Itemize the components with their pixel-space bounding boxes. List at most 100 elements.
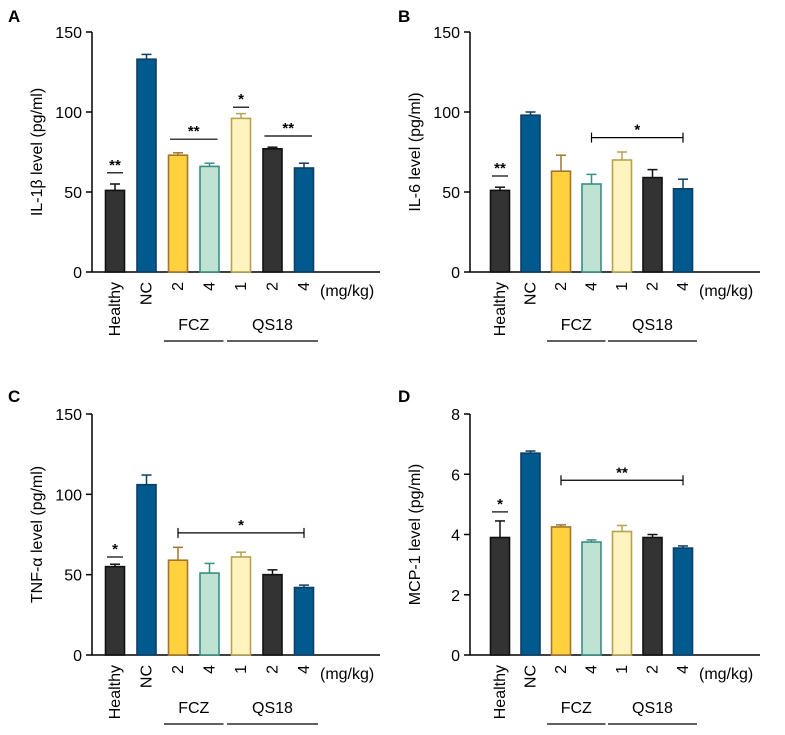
x-tick-label: 4 bbox=[584, 282, 601, 291]
panel-a: A 0 50 100 150 IL-1β level (pg/ml) Healthy NC 2 4… bbox=[8, 7, 380, 342]
x-tick-label: Healthy bbox=[107, 665, 124, 719]
bar bbox=[550, 170, 572, 273]
significance-label: * bbox=[634, 122, 640, 139]
bar bbox=[520, 114, 541, 273]
x-tick-label: NC bbox=[523, 282, 540, 305]
y-axis-label: IL-6 level (pg/ml) bbox=[407, 92, 424, 211]
bar bbox=[230, 556, 252, 656]
y-axis-label: IL-1β level (pg/ml) bbox=[29, 88, 46, 216]
unit-label: (mg/kg) bbox=[699, 666, 753, 683]
bar bbox=[199, 572, 220, 656]
y-tick-label: 0 bbox=[451, 265, 460, 282]
significance-label: ** bbox=[282, 120, 294, 137]
group-label: QS18 bbox=[252, 700, 293, 717]
y-tick-label: 4 bbox=[451, 528, 460, 545]
bar bbox=[672, 188, 694, 273]
bar bbox=[642, 176, 663, 273]
bar bbox=[293, 586, 315, 656]
panel-letter: C bbox=[8, 387, 20, 406]
significance-label: ** bbox=[616, 464, 628, 481]
panel-letter: B bbox=[398, 7, 410, 26]
significance-label: * bbox=[112, 541, 118, 558]
x-tick-label: 4 bbox=[675, 665, 692, 674]
x-tick-label: Healthy bbox=[492, 665, 509, 719]
x-tick-label: 2 bbox=[170, 665, 187, 674]
y-tick-label: 50 bbox=[64, 185, 82, 202]
x-tick-label: 1 bbox=[233, 665, 250, 674]
unit-label: (mg/kg) bbox=[320, 666, 374, 683]
x-tick-label: 2 bbox=[553, 282, 570, 291]
x-tick-label: 2 bbox=[645, 282, 662, 291]
x-tick-label: NC bbox=[139, 665, 156, 688]
bar bbox=[489, 189, 511, 273]
panel-c: C 0 50 100 150 TNF-α level (pg/ml) Healthy NC 2 4… bbox=[8, 387, 380, 725]
bar bbox=[611, 159, 633, 273]
significance-label: * bbox=[497, 496, 503, 513]
panel-letter: D bbox=[398, 387, 410, 406]
y-axis-label: MCP-1 level (pg/ml) bbox=[407, 464, 424, 605]
x-tick-label: 4 bbox=[202, 282, 219, 291]
bar bbox=[520, 452, 541, 656]
bar bbox=[293, 167, 315, 273]
bar bbox=[489, 536, 511, 656]
x-tick-label: 2 bbox=[645, 665, 662, 674]
group-label: QS18 bbox=[632, 700, 673, 717]
x-tick-label: NC bbox=[523, 665, 540, 688]
bar bbox=[672, 547, 694, 656]
bar bbox=[199, 165, 220, 273]
panel-letter: A bbox=[8, 7, 20, 26]
bar bbox=[167, 154, 189, 273]
y-tick-label: 100 bbox=[433, 105, 460, 122]
x-tick-label: 2 bbox=[553, 665, 570, 674]
x-tick-label: Healthy bbox=[492, 282, 509, 336]
x-tick-label: 2 bbox=[265, 665, 282, 674]
significance-label: ** bbox=[494, 160, 506, 177]
y-axis-label: TNF-α level (pg/ml) bbox=[29, 466, 46, 603]
group-label: QS18 bbox=[252, 317, 293, 334]
y-tick-label: 150 bbox=[433, 25, 460, 42]
y-tick-label: 0 bbox=[73, 265, 82, 282]
panel-d: D 0 2 4 6 8 MCP-1 level (pg/ml) Healthy NC 2 4 1 2 4 (… bbox=[398, 387, 760, 725]
bar bbox=[611, 530, 633, 656]
bar bbox=[262, 148, 283, 273]
y-tick-label: 8 bbox=[451, 407, 460, 424]
bar bbox=[262, 573, 283, 656]
significance-label: ** bbox=[188, 123, 200, 140]
y-tick-label: 6 bbox=[451, 467, 460, 484]
significance-label: ** bbox=[109, 157, 121, 174]
significance-label: * bbox=[238, 517, 244, 534]
group-label: FCZ bbox=[561, 700, 592, 717]
bar bbox=[104, 189, 126, 273]
bar bbox=[581, 183, 602, 273]
significance-label: * bbox=[238, 91, 244, 108]
group-label: FCZ bbox=[561, 317, 592, 334]
x-tick-label: 2 bbox=[265, 282, 282, 291]
x-tick-label: 4 bbox=[296, 282, 313, 291]
bar bbox=[581, 541, 602, 656]
bar bbox=[136, 58, 157, 273]
group-label: FCZ bbox=[178, 700, 209, 717]
y-tick-label: 50 bbox=[442, 185, 460, 202]
x-tick-label: 4 bbox=[675, 282, 692, 291]
bar bbox=[136, 483, 157, 656]
unit-label: (mg/kg) bbox=[320, 283, 374, 300]
y-tick-label: 150 bbox=[55, 407, 82, 424]
bar bbox=[550, 526, 572, 656]
y-tick-label: 2 bbox=[451, 588, 460, 605]
unit-label: (mg/kg) bbox=[699, 283, 753, 300]
x-tick-label: NC bbox=[139, 282, 156, 305]
x-tick-label: Healthy bbox=[107, 282, 124, 336]
panel-b: B 0 50 100 150 IL-6 level (pg/ml) Healthy NC 2 4 1… bbox=[398, 7, 760, 342]
x-tick-label: 4 bbox=[584, 665, 601, 674]
x-tick-label: 4 bbox=[202, 665, 219, 674]
x-tick-label: 1 bbox=[233, 282, 250, 291]
y-tick-label: 150 bbox=[55, 25, 82, 42]
group-label: QS18 bbox=[632, 317, 673, 334]
bar bbox=[167, 559, 189, 656]
bar bbox=[230, 117, 252, 273]
y-tick-label: 100 bbox=[55, 487, 82, 504]
y-tick-label: 50 bbox=[64, 568, 82, 585]
y-tick-label: 0 bbox=[73, 648, 82, 665]
x-tick-label: 1 bbox=[614, 665, 631, 674]
